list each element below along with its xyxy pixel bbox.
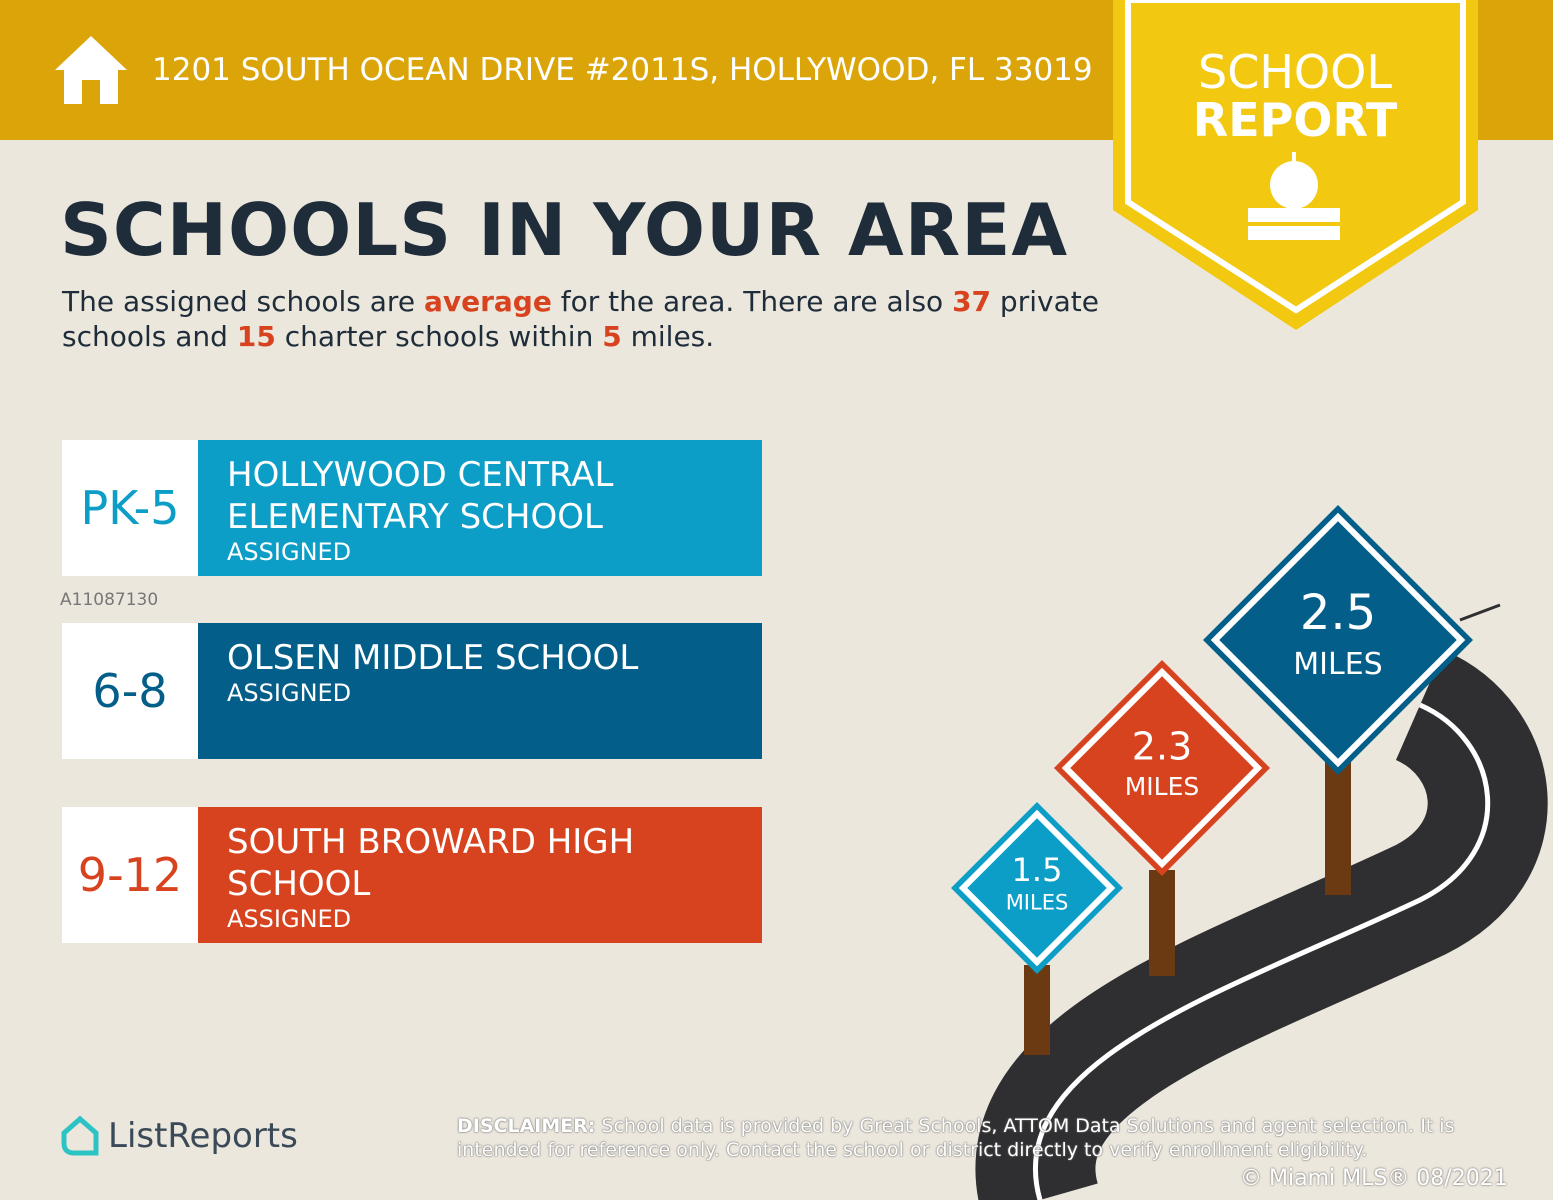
school-name: ELEMENTARY SCHOOL [227,497,603,537]
school-info: HOLLYWOOD CENTRAL ELEMENTARY SCHOOL ASSIGN… [198,440,762,576]
intro-highlight: 15 [236,320,276,353]
sign-border [1061,667,1263,869]
sign [1054,660,1270,876]
school-status: ASSIGNED [227,679,352,707]
intro: The assigned schools are average for the… [62,284,1102,354]
intro-highlight: 5 [602,320,622,353]
intro-highlight: average [423,285,552,318]
intro-text: The assigned schools are [62,285,424,318]
title: SCHOOLS IN YOUR AREA [60,188,1069,272]
grade: 6-8 [62,623,198,759]
sign-distance: 2.5 [1300,585,1376,641]
logo-icon [61,1115,99,1156]
disclaimer-label: DISCLAIMER: [457,1115,596,1137]
disclaimer: DISCLAIMER: School data is provided by G… [457,1114,1507,1162]
logo: ListReports [108,1116,298,1156]
school-name: OLSEN MIDDLE SCHOOL [227,638,639,678]
school-name: SCHOOL [227,864,371,904]
sign-unit: MILES [1293,647,1382,682]
badge-line: REPORT [1192,93,1398,147]
sign-distance: 1.5 [1012,851,1063,889]
intro-highlight: 37 [952,285,992,318]
badge-text: SCHOOL REPORT [1130,48,1460,144]
badge-line: SCHOOL [1198,45,1392,99]
address: 1201 SOUTH OCEAN DRIVE #2011S, HOLLYWOOD… [152,52,1093,88]
school-row: PK-5 HOLLYWOOD CENTRAL ELEMENTARY SCHOOL AS… [62,440,762,576]
grade: 9-12 [62,807,198,943]
sign [1203,505,1473,775]
copyright: © Miami MLS® 08/2021 [1240,1166,1508,1191]
school-row: 9-12 SOUTH BROWARD HIGH SCHOOL ASSIGNED [62,807,762,943]
intro-text: miles. [621,320,715,353]
school-info: OLSEN MIDDLE SCHOOL ASSIGNED [198,623,762,759]
sign [951,802,1123,974]
school-info: SOUTH BROWARD HIGH SCHOOL ASSIGNED [198,807,762,943]
school-row: 6-8 OLSEN MIDDLE SCHOOL ASSIGNED [62,623,762,759]
school-name: SOUTH BROWARD HIGH [227,822,635,862]
school-status: ASSIGNED [227,905,352,933]
intro-text: for the area. There are also [551,285,953,318]
badge-outline [1125,0,1466,314]
sign-border [1210,512,1466,768]
watermark: A11087130 [60,590,159,610]
sign-unit: MILES [1006,891,1069,915]
road [975,603,1548,1200]
disclaimer-text: School data is provided by Great Schools… [457,1115,1455,1161]
grade: PK-5 [62,440,198,576]
home-icon [55,36,127,104]
school-status: ASSIGNED [227,538,352,566]
intro-text: private schools and [62,285,1099,353]
sign-posts [1024,760,1351,1055]
apple-books-icon [1248,152,1340,240]
sign-border [958,809,1116,967]
sign-distance: 2.3 [1132,724,1192,768]
intro-text: charter schools within [275,320,603,353]
school-name: HOLLYWOOD CENTRAL [227,455,614,495]
sign-unit: MILES [1125,772,1200,801]
